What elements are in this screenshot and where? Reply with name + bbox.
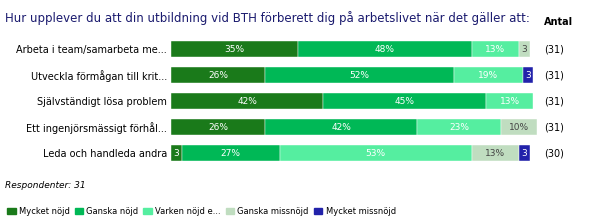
Bar	[486, 93, 533, 109]
Bar	[519, 41, 530, 57]
Bar	[171, 41, 298, 57]
Text: (31): (31)	[544, 96, 564, 106]
Text: 3: 3	[521, 45, 527, 54]
Text: (31): (31)	[544, 122, 564, 132]
Legend: Mycket nöjd, Ganska nöjd, Varken nöjd e..., Ganska missnöjd, Mycket missnöjd: Mycket nöjd, Ganska nöjd, Varken nöjd e.…	[7, 207, 395, 216]
Text: 13%: 13%	[485, 149, 505, 158]
Text: (31): (31)	[544, 44, 564, 54]
Bar	[418, 119, 501, 135]
Text: Respondenter: 31: Respondenter: 31	[5, 182, 85, 190]
Text: 23%: 23%	[449, 123, 469, 132]
Text: 53%: 53%	[365, 149, 386, 158]
Text: 26%: 26%	[208, 71, 228, 80]
Bar	[519, 145, 530, 161]
Text: 10%: 10%	[509, 123, 529, 132]
Bar	[323, 93, 486, 109]
Text: 13%: 13%	[500, 97, 520, 106]
Bar	[265, 67, 454, 83]
Text: 42%: 42%	[331, 123, 351, 132]
Bar	[298, 41, 472, 57]
Bar	[171, 93, 323, 109]
Text: 48%: 48%	[375, 45, 395, 54]
Bar	[171, 67, 265, 83]
Bar	[454, 67, 523, 83]
Text: 27%: 27%	[221, 149, 241, 158]
Text: 3: 3	[173, 149, 179, 158]
Text: 35%: 35%	[224, 45, 244, 54]
Text: 45%: 45%	[395, 97, 415, 106]
Bar	[280, 145, 472, 161]
Bar	[501, 119, 537, 135]
Text: Antal: Antal	[544, 17, 574, 27]
Bar	[523, 67, 533, 83]
Bar	[171, 119, 265, 135]
Text: 3: 3	[525, 71, 531, 80]
Text: 3: 3	[521, 149, 527, 158]
Bar	[265, 119, 418, 135]
Text: 52%: 52%	[349, 71, 370, 80]
Bar	[182, 145, 280, 161]
Text: 42%: 42%	[237, 97, 257, 106]
Bar	[472, 41, 519, 57]
Bar	[171, 145, 182, 161]
Text: (30): (30)	[544, 148, 564, 158]
Bar	[472, 145, 519, 161]
Text: 19%: 19%	[478, 71, 498, 80]
Text: Hur upplever du att din utbildning vid BTH förberett dig på arbetslivet när det : Hur upplever du att din utbildning vid B…	[5, 11, 530, 24]
Text: 13%: 13%	[485, 45, 505, 54]
Text: 26%: 26%	[208, 123, 228, 132]
Text: (31): (31)	[544, 70, 564, 80]
